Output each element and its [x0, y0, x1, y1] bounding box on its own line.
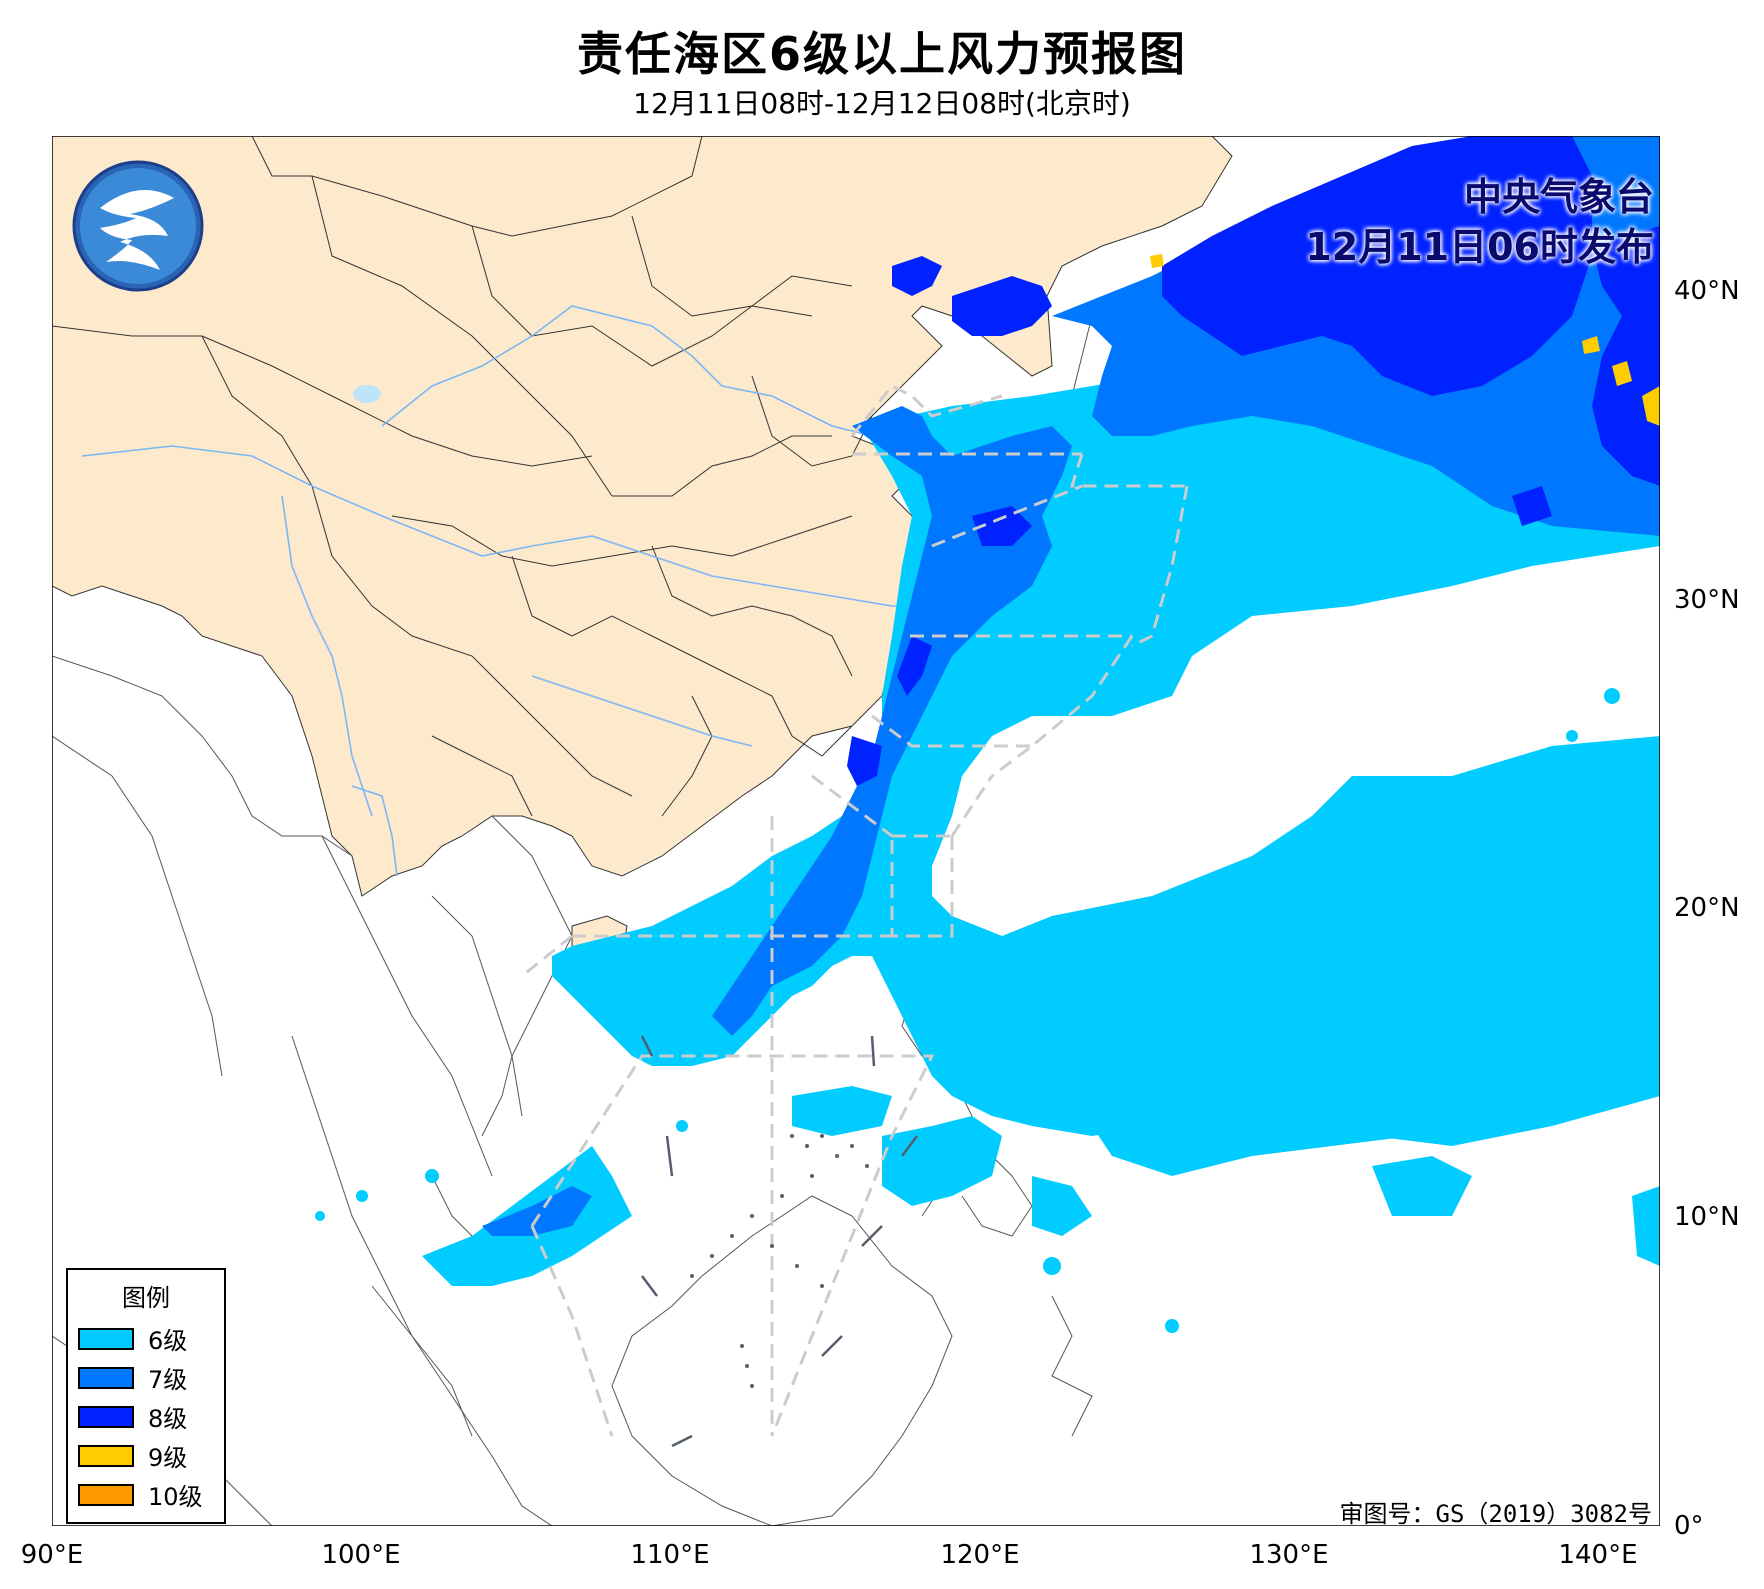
map-title: 责任海区6级以上风力预报图: [576, 27, 1187, 81]
legend-swatch-6: [78, 1327, 134, 1350]
issuer-block: 中央气象台 12月11日06时发布: [1305, 172, 1654, 272]
legend-label-7: 7级: [148, 1366, 188, 1394]
lon-label-120: 120°E: [940, 1540, 1020, 1570]
cma-logo-icon: [72, 160, 204, 292]
legend: 图例 6级 7级 8级 9级 10级: [66, 1268, 226, 1524]
forecast-zone-boundaries: [521, 384, 1189, 1437]
lon-label-130: 130°E: [1249, 1540, 1329, 1570]
legend-title: 图例: [122, 1284, 170, 1312]
legend-label-6: 6级: [148, 1327, 188, 1355]
lon-label-110: 110°E: [630, 1540, 710, 1570]
rivers: [81, 305, 932, 877]
issuer-org: 中央气象台: [1463, 175, 1654, 219]
lat-label-20: 20°N: [1674, 893, 1740, 923]
lat-label-30: 30°N: [1674, 585, 1740, 615]
legend-item-6: 6级: [68, 1319, 224, 1358]
lon-label-140: 140°E: [1558, 1540, 1638, 1570]
legend-label-8: 8级: [148, 1405, 188, 1433]
legend-swatch-7: [78, 1366, 134, 1389]
lon-label-90: 90°E: [20, 1540, 84, 1570]
lat-label-40: 40°N: [1674, 276, 1740, 306]
nine-dash-line: [640, 1035, 918, 1448]
legend-swatch-8: [78, 1405, 134, 1428]
qinghai-lake: [353, 385, 381, 403]
map-approval-number: 审图号：GS（2019）3082号: [1339, 1500, 1653, 1528]
map-subtitle: 12月11日08时-12月12日08时(北京时): [633, 87, 1131, 120]
lat-label-0: 0°: [1674, 1511, 1704, 1541]
legend-swatch-9: [78, 1444, 134, 1467]
legend-item-8: 8级: [68, 1397, 224, 1436]
wind-forecast-map: [52, 136, 1660, 1526]
legend-swatch-10: [78, 1483, 134, 1506]
issuer-time: 12月11日06时发布: [1305, 225, 1654, 269]
province-boundaries: [52, 175, 873, 817]
lat-label-10: 10°N: [1674, 1202, 1740, 1232]
lon-label-100: 100°E: [321, 1540, 401, 1570]
wind-level-8-area: [847, 136, 1660, 786]
legend-label-10: 10级: [148, 1483, 203, 1511]
legend-item-7: 7级: [68, 1358, 224, 1397]
wind-level-9-area: [1150, 254, 1660, 426]
legend-item-10: 10级: [68, 1475, 224, 1514]
south-china-sea-islands: [690, 1134, 869, 1388]
legend-item-9: 9级: [68, 1436, 224, 1475]
legend-label-9: 9级: [148, 1444, 188, 1472]
